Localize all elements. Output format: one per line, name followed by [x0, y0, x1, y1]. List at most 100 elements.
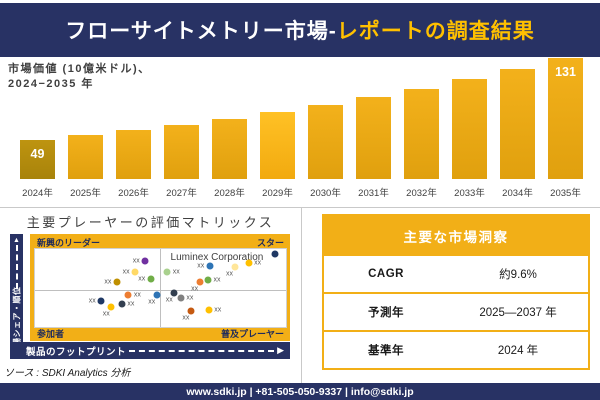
bar-2025年 — [68, 135, 103, 179]
row-label: CAGR — [368, 268, 404, 280]
bar-column: 49 2024年 — [20, 140, 55, 199]
row-label: 予測年 — [368, 307, 405, 319]
bar-2035年: 131 — [548, 58, 583, 179]
matrix-point: xx — [204, 276, 220, 284]
bar-column: 2033年 — [452, 79, 487, 199]
matrix-point: xx — [104, 278, 121, 286]
x-tick-label: 2024年 — [22, 188, 53, 199]
footer-bar: www.sdki.jp | +81-505-050-9337 | info@sd… — [0, 383, 600, 400]
matrix-point-label: xx — [102, 310, 110, 318]
source-note: ソース : SDKI Analytics 分析 — [4, 368, 131, 379]
row-value: 2025—2037 年 — [479, 307, 557, 319]
matrix-point: xx — [177, 294, 193, 302]
bar-column: 2032年 — [404, 89, 439, 199]
matrix-point: xx — [166, 289, 178, 304]
matrix-point: xx — [118, 300, 134, 308]
bar-2033年 — [452, 79, 487, 179]
matrix-point: xx — [138, 275, 155, 283]
x-tick-label: 2033年 — [454, 188, 485, 199]
row-label: 基準年 — [368, 345, 405, 357]
x-tick-label: 2026年 — [118, 188, 149, 199]
matrix-point-label: xx — [214, 306, 222, 314]
section-divider-horizontal — [0, 207, 600, 208]
bar-2024年: 49 — [20, 140, 55, 179]
quadrant-label-participants: 参加者 — [37, 329, 65, 339]
quadrant-label-emerging-leaders: 新興のリーダー — [37, 238, 101, 248]
bar-2029年 — [260, 112, 295, 179]
quadrant-label-stars: スター — [256, 238, 284, 248]
chart-axis-caption: 市場価値 (10億米ドル)、 2024−2035 年 — [8, 62, 151, 93]
matrix-point-label: xx — [132, 257, 140, 265]
y-axis-arrow-icon: ▲ — [10, 237, 23, 289]
section-divider-vertical — [301, 208, 302, 383]
quadrant-divider-vertical — [159, 249, 161, 327]
matrix-point: xx — [89, 297, 105, 305]
matrix-point: xx — [103, 303, 115, 318]
matrix-point-label: xx — [191, 285, 199, 293]
matrix-point: xx — [124, 291, 141, 299]
quadrant-divider-horizontal — [35, 289, 286, 291]
x-tick-label: 2030年 — [310, 188, 341, 199]
bar-2032年 — [404, 89, 439, 179]
chart-caption-line1: 市場価値 (10億米ドル)、 — [8, 63, 151, 75]
x-axis-arrow-icon: ▶ — [277, 345, 284, 355]
matrix-point-label: xx — [165, 296, 173, 304]
table-row-forecast-years: 予測年 2025—2037 年 — [324, 292, 588, 330]
table-row-cagr: CAGR 約9.6% — [324, 256, 588, 292]
insights-table: 主要な市場洞察 CAGR 約9.6% 予測年 2025—2037 年 基準年 2… — [322, 214, 590, 370]
matrix-point-label: xx — [254, 259, 262, 267]
bar-column: 2025年 — [68, 135, 103, 199]
highlighted-company-label: Luminex Corporation — [170, 252, 264, 263]
matrix-point: xx — [133, 257, 149, 265]
matrix-point: xx — [245, 259, 261, 267]
matrix-point-label: xx — [148, 298, 156, 306]
x-tick-label: 2035年 — [550, 188, 581, 199]
bar-value-label: 131 — [555, 65, 576, 79]
matrix-x-axis-label: 製品のフットプリント — [26, 346, 127, 358]
x-tick-label: 2028年 — [214, 188, 245, 199]
bar-2031年 — [356, 97, 391, 179]
matrix-point-label: xx — [122, 268, 130, 276]
matrix-point: xx — [191, 278, 204, 292]
page-title-accent: レポートの調査結果 — [336, 20, 535, 43]
matrix-point: xx — [226, 263, 239, 278]
row-value: 約9.6% — [499, 269, 537, 281]
page-title-main: フローサイトメトリー市場- — [65, 20, 337, 43]
quadrant-label-pervasive-players: 普及プレーヤー — [220, 329, 284, 339]
matrix-y-axis-bar: ▲ 市場シェア・順位 — [10, 234, 23, 359]
bar-2027年 — [164, 125, 199, 179]
bar-column: 131 2035年 — [548, 58, 583, 199]
x-tick-label: 2031年 — [358, 188, 389, 199]
matrix-point-label: xx — [226, 270, 234, 278]
footer-contact-text: www.sdki.jp | +81-505-050-9337 | info@sd… — [186, 385, 414, 398]
matrix-point-label: xx — [127, 300, 135, 308]
x-tick-label: 2029年 — [262, 188, 293, 199]
matrix-frame: 新興のリーダー スター 参加者 普及プレーヤー Luminex Corporat… — [30, 234, 290, 341]
matrix-point-label: xx — [213, 276, 221, 284]
matrix-point-label: xx — [172, 268, 180, 276]
matrix-point: xx — [205, 306, 221, 314]
bar-value-label: 49 — [30, 147, 45, 161]
matrix-point: xx — [148, 291, 161, 306]
row-value: 2024 年 — [497, 345, 539, 357]
chart-caption-line2: 2024−2035 年 — [8, 78, 94, 91]
header-banner: フローサイトメトリー市場- レポートの調査結果 — [0, 3, 600, 57]
matrix-point-label: xx — [88, 297, 96, 305]
x-tick-label: 2034年 — [502, 188, 533, 199]
matrix-point-label: xx — [182, 314, 190, 322]
matrix-point — [271, 250, 279, 258]
bar-2034年 — [500, 69, 535, 179]
matrix-point: xx — [182, 307, 195, 322]
matrix-plot: Luminex Corporation xx xx xx xx xx xx xx xx xx xx… — [34, 248, 287, 328]
bar-column: 2028年 — [212, 119, 247, 199]
matrix-point-label: xx — [133, 291, 141, 299]
matrix-point: xx — [197, 262, 214, 270]
x-axis-dashed-line — [129, 349, 275, 352]
x-tick-label: 2032年 — [406, 188, 437, 199]
bar-chart: 49 2024年 2025年 2026年 2027年 2028年 2029年 2030年 203… — [20, 57, 583, 199]
bar-column: 2031年 — [356, 97, 391, 199]
table-row-base-year: 基準年 2024 年 — [324, 330, 588, 368]
matrix-title: 主要プレーヤーの評価マトリックス — [26, 215, 275, 230]
bar-column: 2026年 — [116, 130, 151, 199]
